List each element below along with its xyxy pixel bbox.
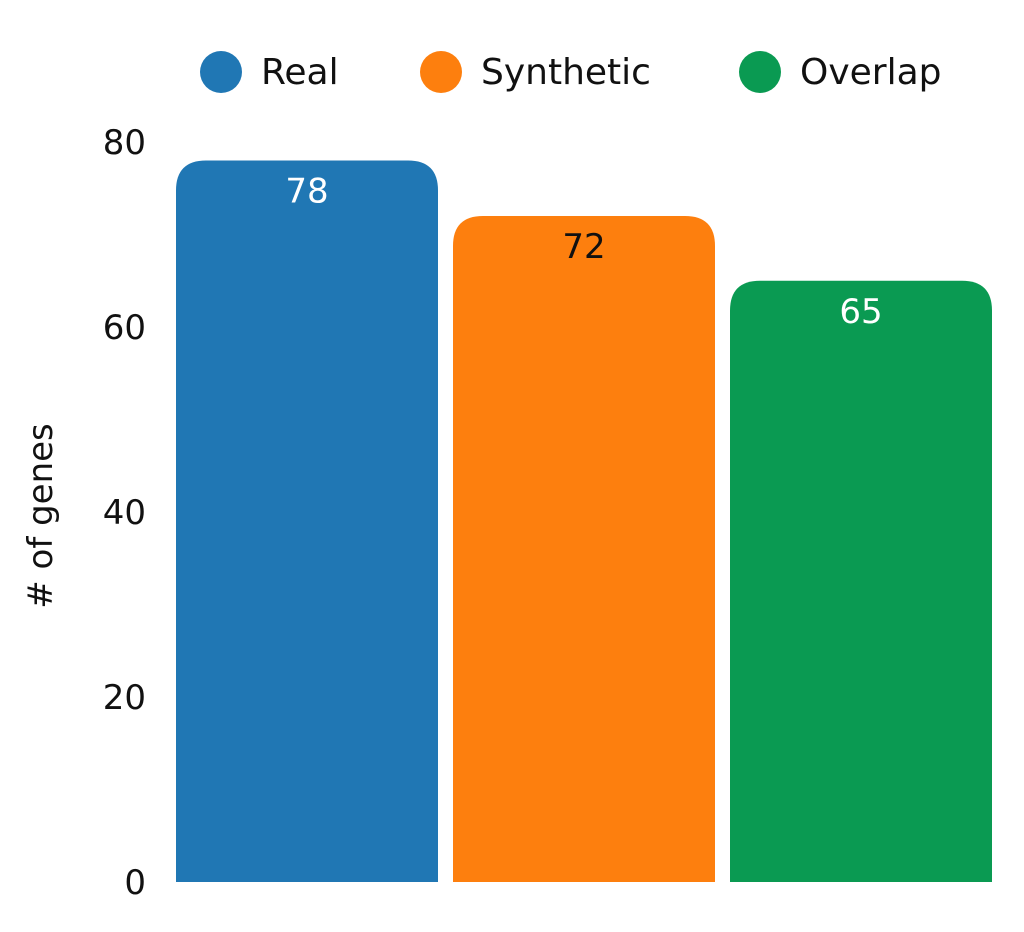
- legend-marker-real: [200, 51, 242, 93]
- bars: [176, 160, 992, 882]
- bar-value-label: 78: [285, 172, 328, 212]
- legend-label-real: Real: [261, 52, 339, 93]
- y-axis-label: # of genes: [21, 423, 61, 609]
- bar-real: [176, 160, 438, 882]
- bar-value-label: 65: [839, 292, 882, 332]
- y-tick-label: 20: [103, 678, 146, 718]
- y-tick-label: 60: [103, 308, 146, 348]
- y-axis: 0 20 40 60 80: [103, 123, 146, 903]
- bar-value-label: 72: [562, 227, 605, 267]
- legend: Real Synthetic Overlap: [200, 51, 942, 93]
- bar-value-labels: 78 72 65: [285, 172, 882, 332]
- legend-label-synthetic: Synthetic: [481, 52, 651, 93]
- legend-marker-overlap: [739, 51, 781, 93]
- bar-synthetic: [453, 216, 715, 882]
- y-tick-label: 0: [124, 863, 146, 903]
- legend-label-overlap: Overlap: [800, 52, 942, 93]
- bar-overlap: [730, 280, 992, 882]
- y-tick-label: 80: [103, 123, 146, 163]
- legend-marker-synthetic: [420, 51, 462, 93]
- y-tick-label: 40: [103, 493, 146, 533]
